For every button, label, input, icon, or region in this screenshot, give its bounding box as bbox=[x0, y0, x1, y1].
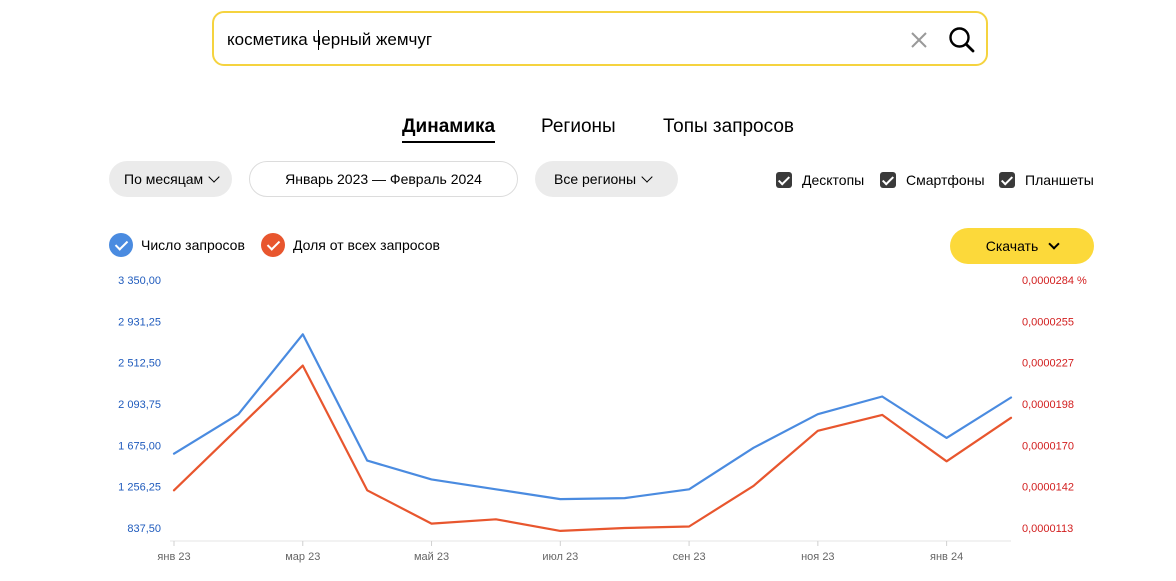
text-caret bbox=[318, 30, 319, 50]
device-desktop-checkbox[interactable]: Десктопы bbox=[776, 171, 864, 189]
device-tablet-label: Планшеты bbox=[1025, 172, 1094, 188]
x-tick-label: июл 23 bbox=[542, 551, 578, 563]
clear-icon[interactable] bbox=[908, 29, 930, 51]
y-right-tick-label: 0,0000113 bbox=[1022, 523, 1073, 535]
x-tick-label: ноя 23 bbox=[801, 551, 834, 563]
search-box[interactable]: косметика черный жемчуг bbox=[212, 11, 988, 66]
legend-item-share[interactable]: Доля от всех запросов bbox=[261, 233, 440, 257]
y-right-tick-label: 0,0000142 bbox=[1022, 482, 1074, 494]
period-group-dropdown[interactable]: По месяцам bbox=[109, 161, 232, 197]
y-right-tick-label: 0,0000198 bbox=[1022, 399, 1074, 411]
series-line-count bbox=[172, 333, 1013, 501]
series-line-share bbox=[172, 364, 1013, 533]
y-left-tick-label: 1 675,00 bbox=[118, 440, 161, 452]
tab-regions[interactable]: Регионы bbox=[541, 116, 616, 137]
checkbox-checked-icon[interactable] bbox=[880, 172, 896, 188]
y-left-tick-label: 2 512,50 bbox=[118, 358, 161, 370]
checkbox-checked-icon[interactable] bbox=[776, 172, 792, 188]
legend-check-icon[interactable] bbox=[261, 233, 285, 257]
tab-dynamics[interactable]: Динамика bbox=[402, 115, 496, 143]
date-range-label: Январь 2023 — Февраль 2024 bbox=[285, 171, 482, 187]
legend-label-count: Число запросов bbox=[141, 237, 245, 253]
search-input[interactable]: косметика черный жемчуг bbox=[227, 30, 433, 49]
legend-label-share: Доля от всех запросов bbox=[293, 237, 440, 253]
y-right-tick-label: 0,0000255 bbox=[1022, 316, 1074, 328]
x-tick-label: янв 24 bbox=[930, 551, 963, 563]
download-label: Скачать bbox=[985, 238, 1039, 254]
legend-item-count[interactable]: Число запросов bbox=[109, 233, 245, 257]
region-label: Все регионы bbox=[554, 171, 637, 187]
y-right-tick-label: 0,0000284 % bbox=[1022, 275, 1087, 287]
y-left-tick-label: 1 256,25 bbox=[118, 482, 161, 494]
y-right-tick-label: 0,0000170 bbox=[1022, 440, 1074, 452]
legend-check-icon[interactable] bbox=[109, 233, 133, 257]
device-tablet-checkbox[interactable]: Планшеты bbox=[999, 171, 1094, 189]
y-left-tick-label: 2 093,75 bbox=[118, 399, 161, 411]
x-tick-label: мар 23 bbox=[285, 551, 320, 563]
tabs-bar: Динамика Регионы Топы запросов bbox=[0, 115, 1176, 145]
y-left-tick-label: 3 350,00 bbox=[118, 275, 161, 287]
x-tick-label: янв 23 bbox=[157, 551, 190, 563]
period-group-label: По месяцам bbox=[124, 171, 204, 187]
checkbox-checked-icon[interactable] bbox=[999, 172, 1015, 188]
y-left-tick-label: 837,50 bbox=[127, 523, 161, 535]
device-desktop-label: Десктопы bbox=[802, 172, 865, 188]
region-dropdown[interactable]: Все регионы bbox=[535, 161, 678, 197]
search-icon[interactable] bbox=[947, 25, 977, 55]
download-button[interactable]: Скачать bbox=[950, 228, 1094, 264]
y-right-tick-label: 0,0000227 bbox=[1022, 358, 1074, 370]
tab-top-queries[interactable]: Топы запросов bbox=[663, 116, 794, 137]
device-smartphone-checkbox[interactable]: Смартфоны bbox=[880, 171, 985, 189]
date-range-picker[interactable]: Январь 2023 — Февраль 2024 bbox=[249, 161, 518, 197]
x-tick-label: май 23 bbox=[414, 551, 449, 563]
y-left-tick-label: 2 931,25 bbox=[118, 316, 161, 328]
device-smartphone-label: Смартфоны bbox=[906, 172, 985, 188]
x-tick-label: сен 23 bbox=[673, 551, 706, 563]
